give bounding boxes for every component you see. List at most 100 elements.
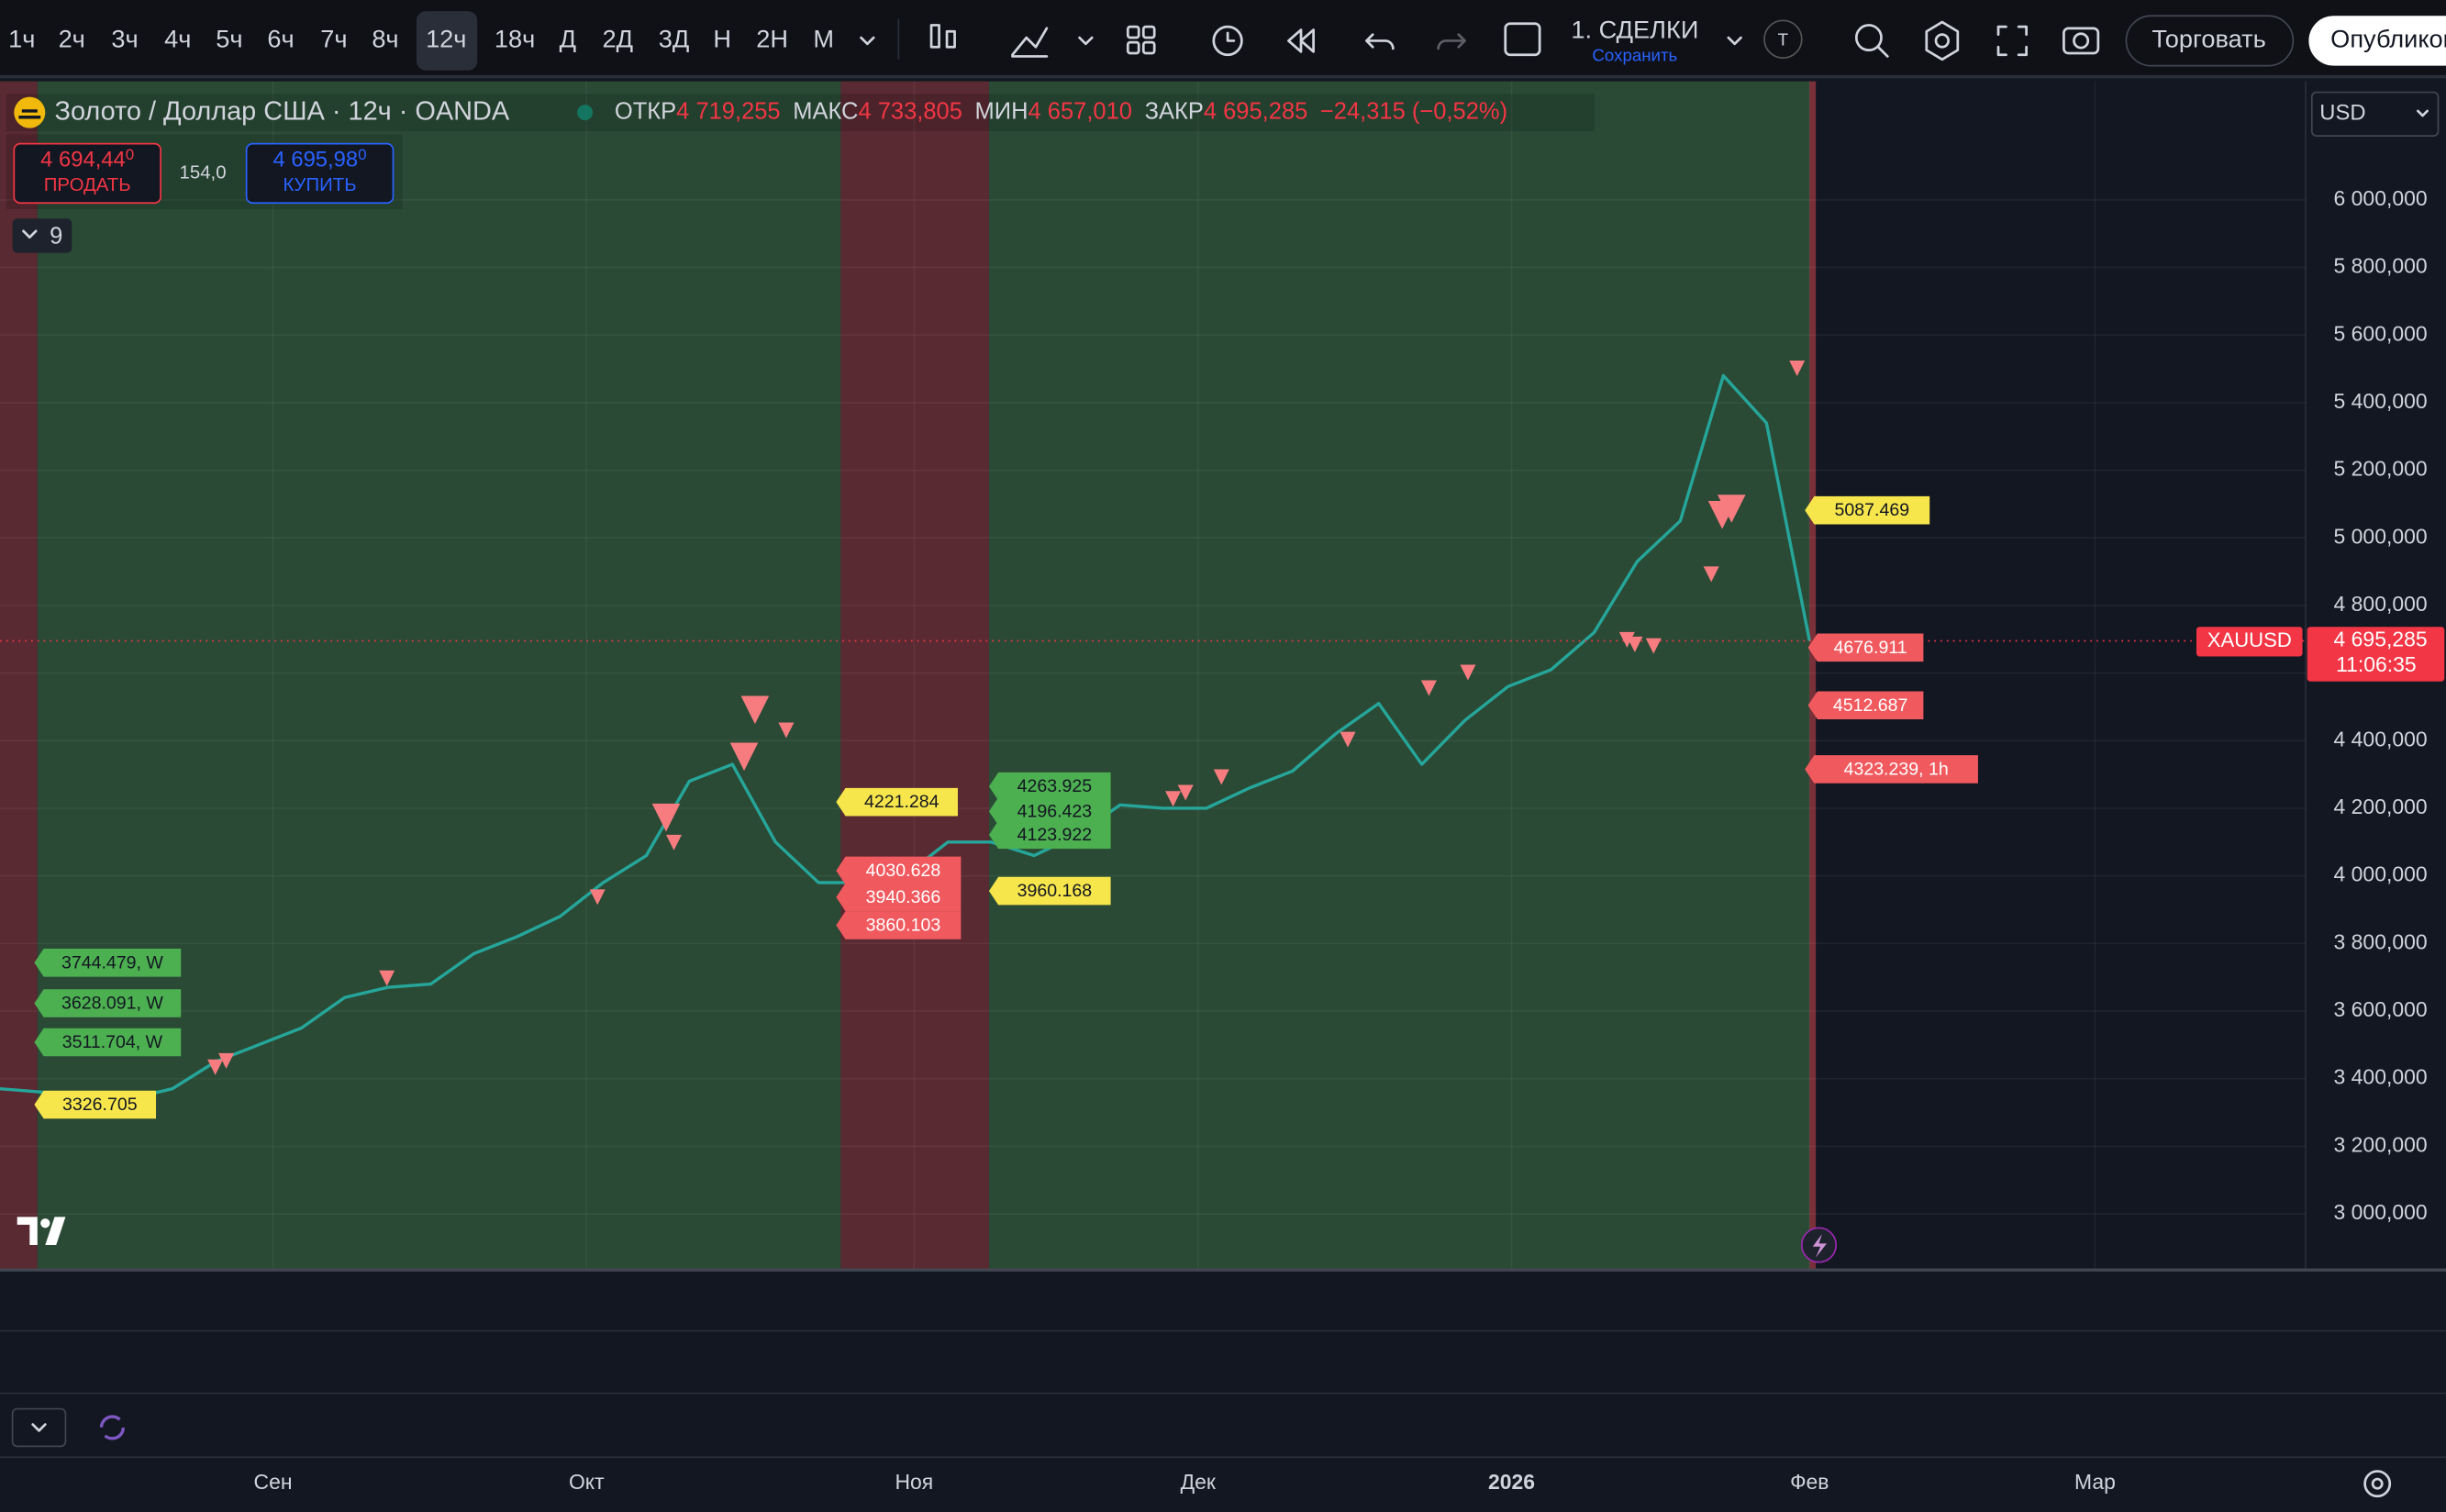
sell-marker [651, 803, 681, 832]
indicators-count: 9 [50, 223, 62, 249]
buy-button[interactable] [245, 142, 395, 205]
interval-button[interactable]: 18ч [495, 25, 535, 53]
search-button[interactable] [1854, 24, 1889, 58]
alert-button[interactable] [1212, 25, 1243, 57]
interval-button[interactable]: 5ч [216, 25, 242, 53]
interval-menu[interactable] [860, 36, 875, 46]
symbol-title: Золото / Доллар США · 12ч · OANDA [55, 96, 510, 126]
green-band [37, 81, 841, 1269]
price-tag-text: 4676.911 [1834, 638, 1907, 658]
avatar[interactable] [1763, 19, 1803, 59]
fullscreen-button[interactable] [1996, 25, 2028, 57]
price-tag-text: 4030.628 [866, 861, 941, 881]
price-tag-bg [988, 876, 1111, 906]
price-tag-bg [34, 948, 182, 977]
x-tick-label: Фев [1790, 1470, 1829, 1494]
redo-button[interactable] [1437, 33, 1466, 50]
axis-settings-button[interactable] [2363, 1470, 2392, 1498]
undo-button[interactable] [1365, 33, 1395, 50]
interval-button[interactable]: М [813, 25, 834, 53]
chevron [22, 229, 38, 239]
interval-button[interactable]: 6ч [267, 25, 294, 53]
sell-marker [1717, 495, 1746, 523]
interval-bar: 1ч 2ч 3ч 4ч 5ч 6ч 7ч 8ч 12ч 18ч Д 2Д 3Д Н 2Н М [8, 25, 875, 53]
sell-marker [1340, 731, 1356, 748]
symbol-icon-glyph [18, 109, 41, 119]
open-value: 4 719,255 [676, 98, 780, 124]
green-band [988, 81, 1810, 1269]
toolbar-bg [0, 0, 2446, 75]
interval-button[interactable]: Д [560, 25, 576, 53]
price-tag-bg [988, 797, 1111, 826]
price-tag-bg [836, 787, 958, 817]
price-tag-text: 4221.284 [864, 792, 939, 812]
price-tag-bg [34, 1090, 157, 1119]
trade-button[interactable] [2125, 15, 2295, 67]
x-tick-label: Дек [1181, 1470, 1217, 1494]
sell-label: ПРОДАТЬ [44, 175, 131, 195]
sell-price-main: 4 694,44 [40, 148, 126, 172]
price-tags: 5087.469 4676.911 4512.687 4323.239, 1h 4221… [34, 495, 1978, 1119]
price-tag-text: 3960.168 [1017, 881, 1093, 901]
price-tag-text: 4323.239, 1h [1844, 759, 1949, 779]
interval-button[interactable]: 2ч [59, 25, 85, 53]
low-value: 4 657,010 [1028, 98, 1132, 124]
snapshot-button[interactable] [2062, 27, 2100, 55]
replay-button[interactable] [1287, 28, 1315, 53]
settings-button[interactable] [1925, 20, 1960, 61]
x-tick-label: Окт [569, 1470, 605, 1494]
layouts-button[interactable] [1126, 25, 1156, 55]
price-tag-bg [1805, 755, 1978, 784]
x-tick-label: Сен [254, 1470, 293, 1494]
y-tick-label: 5 800,000 [2334, 254, 2428, 278]
price-tag-bg [1805, 495, 1930, 525]
y-tick-label: 5 600,000 [2334, 321, 2428, 345]
interval-button[interactable]: 12ч [426, 25, 466, 53]
refresh-button[interactable] [99, 1415, 126, 1440]
countdown: 11:06:35 [2336, 652, 2417, 676]
interval-button[interactable]: Н [713, 25, 731, 53]
sell-price: 4 694,440 [40, 147, 134, 172]
layout-name[interactable]: 1. СДЕЛКИ [1571, 15, 1698, 43]
buy-price-tail: 0 [358, 147, 366, 164]
price-tag-text: 4196.423 [1017, 801, 1093, 821]
currency-select[interactable] [2310, 91, 2440, 137]
price-tag-bg [2307, 627, 2445, 682]
high-value: 4 733,805 [858, 98, 962, 124]
red-band [0, 81, 38, 1269]
interval-button[interactable]: 4ч [164, 25, 191, 53]
price-tag-text: 4123.922 [1017, 825, 1093, 845]
avatar-letter: Т [1778, 29, 1788, 49]
layout-square[interactable] [1504, 22, 1541, 57]
layout-menu[interactable] [1727, 36, 1742, 46]
interval-button[interactable]: 2Н [756, 25, 788, 53]
indicators-button[interactable] [1011, 27, 1094, 58]
sell-marker [740, 695, 770, 725]
sell-marker [207, 1059, 224, 1075]
sell-button[interactable] [13, 142, 161, 205]
sell-marker [1177, 784, 1194, 801]
y-tick-label: 5 400,000 [2334, 389, 2428, 413]
y-tick-label: 3 400,000 [2334, 1065, 2428, 1089]
interval-button[interactable]: 3ч [111, 25, 138, 53]
ohlc: ОТКР4 719,255 МАКС4 733,805 МИН4 657,010 ЗА… [615, 98, 1507, 124]
indicators-toggle[interactable] [12, 218, 72, 253]
sell-marker [666, 834, 683, 850]
publish-button[interactable] [2308, 16, 2446, 66]
interval-button[interactable]: 2Д [603, 25, 634, 53]
collapse-button[interactable] [11, 1407, 67, 1448]
interval-button[interactable]: 1ч [8, 25, 35, 53]
y-tick-label: 4 800,000 [2334, 592, 2428, 616]
y-tick-label: 4 200,000 [2334, 795, 2428, 818]
x-tick-label: 2026 [1488, 1470, 1535, 1494]
sell-price-tail: 0 [126, 147, 134, 164]
interval-button[interactable]: 8ч [372, 25, 398, 53]
interval-button[interactable]: 7ч [320, 25, 347, 53]
price-tag-bg [836, 883, 962, 912]
interval-button[interactable]: 3Д [659, 25, 690, 53]
active-interval-bg [416, 11, 478, 71]
chart-type-button[interactable] [929, 24, 956, 49]
price-tag-bg [988, 820, 1111, 850]
y-tick-label: 6 000,000 [2334, 186, 2428, 210]
